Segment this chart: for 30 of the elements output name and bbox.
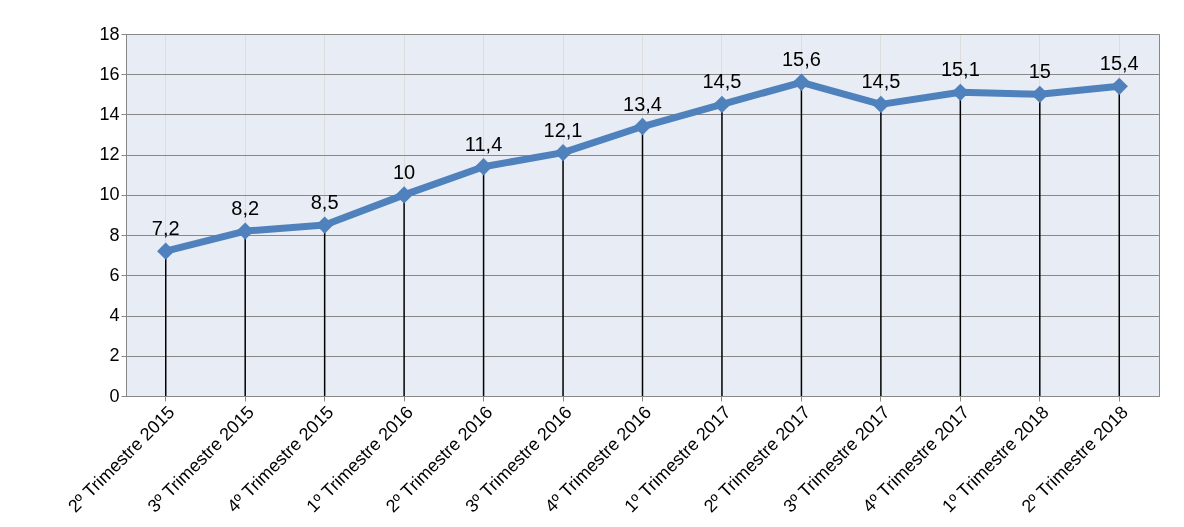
data-label: 8,2 <box>231 197 260 220</box>
data-label: 14,5 <box>702 70 742 93</box>
data-label: 11,4 <box>464 132 503 155</box>
data-label: 7,2 <box>151 217 180 240</box>
data-label: 14,5 <box>861 70 901 93</box>
y-tick-label: 12 <box>99 144 120 165</box>
y-tick-label: 2 <box>109 345 120 366</box>
point <box>633 117 652 136</box>
y-tick-label: 16 <box>99 63 120 84</box>
y-tick-label: 18 <box>99 23 120 44</box>
data-label: 8,5 <box>310 191 339 214</box>
data-label: 13,4 <box>623 92 662 115</box>
y-tick-label: 0 <box>109 385 120 406</box>
data-label: 12,1 <box>543 118 583 141</box>
y-tick-label: 14 <box>99 103 120 124</box>
data-label: 15,6 <box>781 48 821 71</box>
y-tick-label: 8 <box>109 224 120 245</box>
point <box>713 95 731 114</box>
point <box>554 144 572 162</box>
y-tick-label: 10 <box>99 184 120 205</box>
y-tick-label: 4 <box>109 305 120 326</box>
data-label: 15,4 <box>1099 52 1139 75</box>
data-label: 15 <box>1028 60 1051 83</box>
point <box>157 242 175 260</box>
point <box>792 73 811 91</box>
y-tick-label: 6 <box>109 264 120 285</box>
point <box>395 186 413 204</box>
point <box>872 95 890 114</box>
data-label: 10 <box>392 160 416 183</box>
data-label: 15,1 <box>940 58 980 81</box>
